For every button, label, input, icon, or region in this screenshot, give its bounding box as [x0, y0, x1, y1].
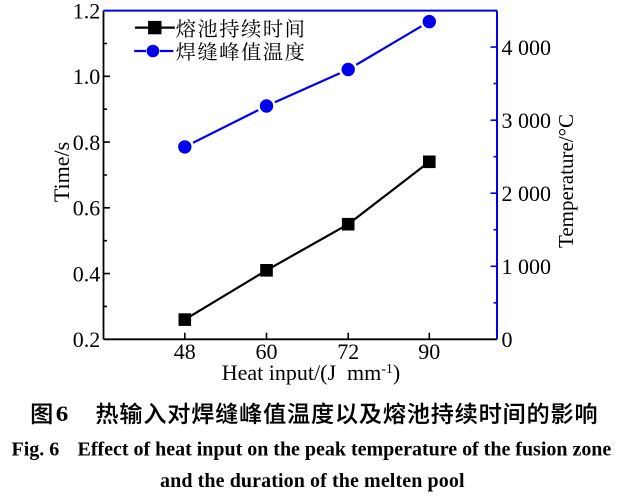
svg-text:0.6: 0.6 [73, 196, 101, 221]
svg-text:3 000: 3 000 [502, 108, 552, 133]
svg-text:Effect of heat input on the pe: Effect of heat input on the peak tempera… [78, 438, 612, 460]
svg-text:0.8: 0.8 [73, 130, 101, 155]
svg-text:48: 48 [174, 339, 196, 364]
svg-text:4 000: 4 000 [502, 35, 552, 60]
svg-text:0.4: 0.4 [73, 261, 101, 286]
svg-text:Fig. 6: Fig. 6 [12, 438, 60, 460]
svg-text:1.0: 1.0 [73, 64, 101, 89]
svg-text:6: 6 [56, 401, 69, 426]
svg-text:90: 90 [418, 339, 440, 364]
svg-text:Temperature/°C: Temperature/°C [554, 114, 578, 248]
svg-text:1 000: 1 000 [502, 254, 552, 279]
svg-text:60: 60 [256, 339, 278, 364]
svg-text:1.2: 1.2 [73, 0, 101, 24]
svg-text:Heat input/(J mm-1): Heat input/(J mm-1) [222, 360, 400, 385]
svg-text:0.2: 0.2 [73, 327, 101, 352]
svg-text:72: 72 [337, 339, 359, 364]
svg-text:Time/s: Time/s [49, 142, 74, 202]
svg-text:2 000: 2 000 [502, 181, 552, 206]
svg-text:and the duration of the melten: and the duration of the melten pool [160, 470, 465, 492]
svg-text:0: 0 [502, 327, 513, 352]
